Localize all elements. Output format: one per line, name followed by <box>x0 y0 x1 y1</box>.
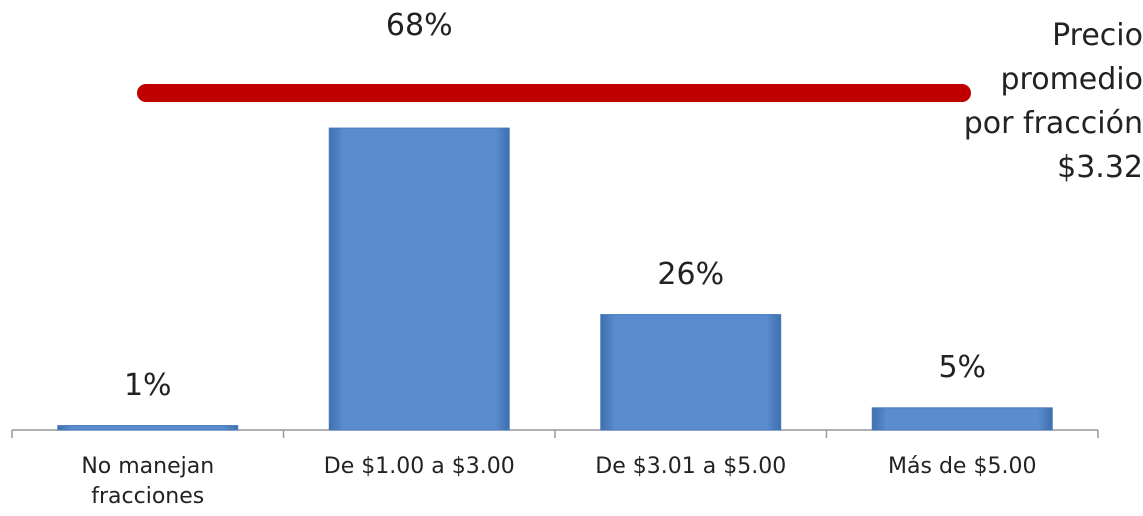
bar <box>57 425 239 431</box>
bar <box>600 314 782 431</box>
bar <box>871 407 1053 431</box>
x-tick-label: De $3.01 a $5.00 <box>595 454 787 479</box>
x-tick-label: De $1.00 a $3.00 <box>323 454 515 479</box>
annotation: Precio promedio por fracción $3.32 <box>963 18 1143 185</box>
bar <box>328 127 510 431</box>
value-label: 26% <box>657 256 725 292</box>
x-tick-label: No manejan fracciones <box>81 454 215 509</box>
value-label: 5% <box>938 349 987 385</box>
value-label: 68% <box>385 8 453 43</box>
value-label: 1% <box>123 367 172 403</box>
x-tick-label: Más de $5.00 <box>888 454 1037 479</box>
